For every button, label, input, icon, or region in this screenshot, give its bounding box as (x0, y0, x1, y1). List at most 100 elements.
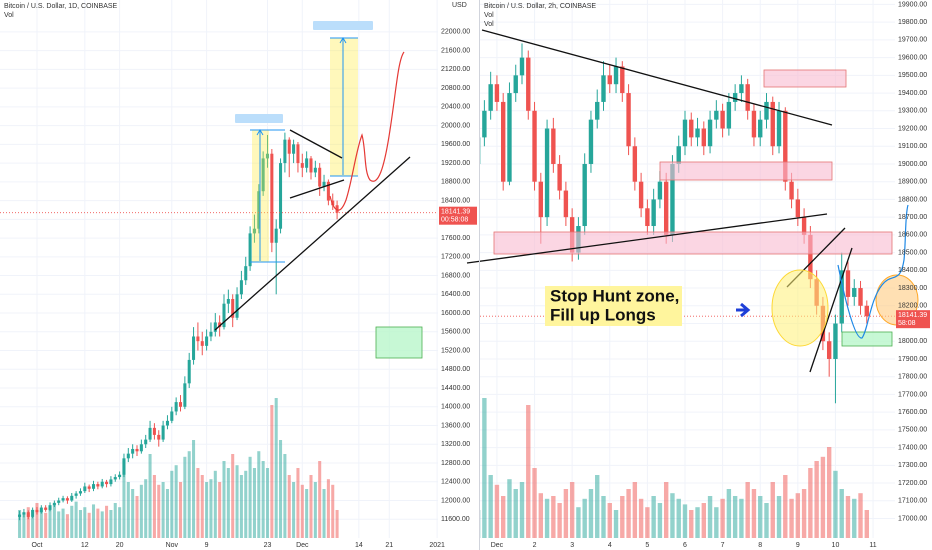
y-tick-label: 11600.00 (441, 516, 470, 523)
volume-bar (126, 482, 130, 538)
chart-title: Bitcoin / U.S. Dollar, 2h, COINBASE (484, 3, 596, 10)
volume-bar (563, 489, 569, 538)
candle-body (494, 84, 500, 102)
candle-body (65, 498, 69, 501)
candle-body (231, 298, 235, 318)
candle-body (83, 486, 87, 492)
y-tick-label: 18800.00 (441, 179, 470, 186)
volume-bar (689, 510, 694, 538)
volume-bar (845, 496, 851, 538)
candle-body (226, 298, 230, 304)
candle-body (726, 101, 732, 129)
volume-bar (48, 507, 52, 538)
volume-bar (795, 493, 801, 538)
volume-bar (720, 498, 725, 538)
volume-bar (326, 479, 330, 538)
volume-bar (582, 498, 587, 538)
volume-bar (864, 510, 869, 538)
candle-body (852, 288, 857, 297)
candle-body (707, 119, 713, 147)
volume-bar (651, 496, 656, 538)
candle-body (292, 144, 296, 154)
zone-box (763, 69, 847, 88)
candle-body (192, 336, 196, 360)
volume-bar (620, 496, 625, 538)
arrow-head (256, 129, 264, 136)
candle-body (538, 181, 544, 218)
volume-bar (852, 498, 857, 538)
volume-bar (209, 479, 213, 538)
y-tick-label: 17800.00 (898, 374, 927, 381)
volume-bar (109, 510, 113, 538)
volume-bar (26, 507, 30, 538)
volume-bar (801, 489, 807, 538)
volume-bar (157, 484, 161, 538)
candle-body (274, 228, 278, 243)
volume-bar (519, 482, 525, 538)
candle-body (265, 153, 270, 159)
x-tick-label: 12 (81, 542, 89, 549)
trend-line (289, 179, 345, 199)
candle-body (620, 66, 625, 94)
volume-bar (274, 398, 278, 538)
volume-bar (507, 479, 512, 538)
y-tick-label: 12800.00 (441, 460, 470, 467)
y-tick-label: 19600.00 (441, 141, 470, 148)
y-tick-label: 17200.00 (441, 254, 470, 261)
volume-bar (632, 482, 638, 538)
candle-body (70, 495, 74, 501)
y-tick-label: 18200.00 (898, 303, 927, 310)
volume-bar (87, 512, 91, 538)
volume-bar (808, 468, 813, 538)
volume-bar (776, 496, 782, 538)
volume-bar (814, 461, 819, 538)
target-box (841, 331, 893, 347)
volume-bar (105, 505, 109, 538)
annotation-box (545, 286, 682, 326)
candle-body (864, 305, 869, 317)
drawings (214, 21, 423, 359)
volume-bar (174, 465, 178, 538)
measure-label (235, 114, 283, 123)
volume-bar (726, 489, 732, 538)
volume-label: Vol (484, 12, 494, 19)
candle-body (513, 75, 518, 94)
candle-body (296, 144, 300, 164)
candle-body (135, 448, 139, 452)
candle-body (582, 163, 587, 227)
candle-body (532, 110, 537, 182)
candle-body (682, 119, 688, 147)
trend-line (481, 29, 833, 126)
y-tick-label: 19600.00 (898, 54, 927, 61)
volume-bar (61, 508, 65, 538)
candle-body (651, 199, 656, 227)
volume-bar (178, 482, 183, 538)
volume-bar (100, 511, 104, 538)
volume-bar (131, 489, 135, 538)
candle-body (808, 234, 813, 280)
range-box (330, 38, 358, 176)
x-tick-label: 23 (264, 542, 272, 549)
measure-label (313, 21, 373, 30)
countdown: 58:08 (898, 320, 916, 327)
volume-bar (239, 475, 243, 538)
candle-body (157, 434, 161, 440)
x-tick-label: Dec (491, 542, 504, 549)
volume-label: Vol (484, 21, 494, 28)
candle-body (205, 336, 209, 346)
candle-body (519, 57, 525, 76)
x-tick-label: 6 (683, 542, 687, 549)
volume-bar (613, 510, 619, 538)
volume-bar (758, 496, 763, 538)
candle-body (595, 101, 600, 120)
volume-bar (161, 482, 165, 538)
annotation: Stop Hunt zone, (550, 286, 679, 305)
x-tick-label: 14 (355, 542, 363, 549)
volume-bar (482, 398, 487, 538)
candle-body (113, 477, 117, 480)
volume-bar (257, 451, 261, 538)
target-box (375, 326, 423, 359)
volume-bar (300, 484, 304, 538)
volume-bar (638, 498, 644, 538)
x-tick-label: 5 (645, 542, 649, 549)
